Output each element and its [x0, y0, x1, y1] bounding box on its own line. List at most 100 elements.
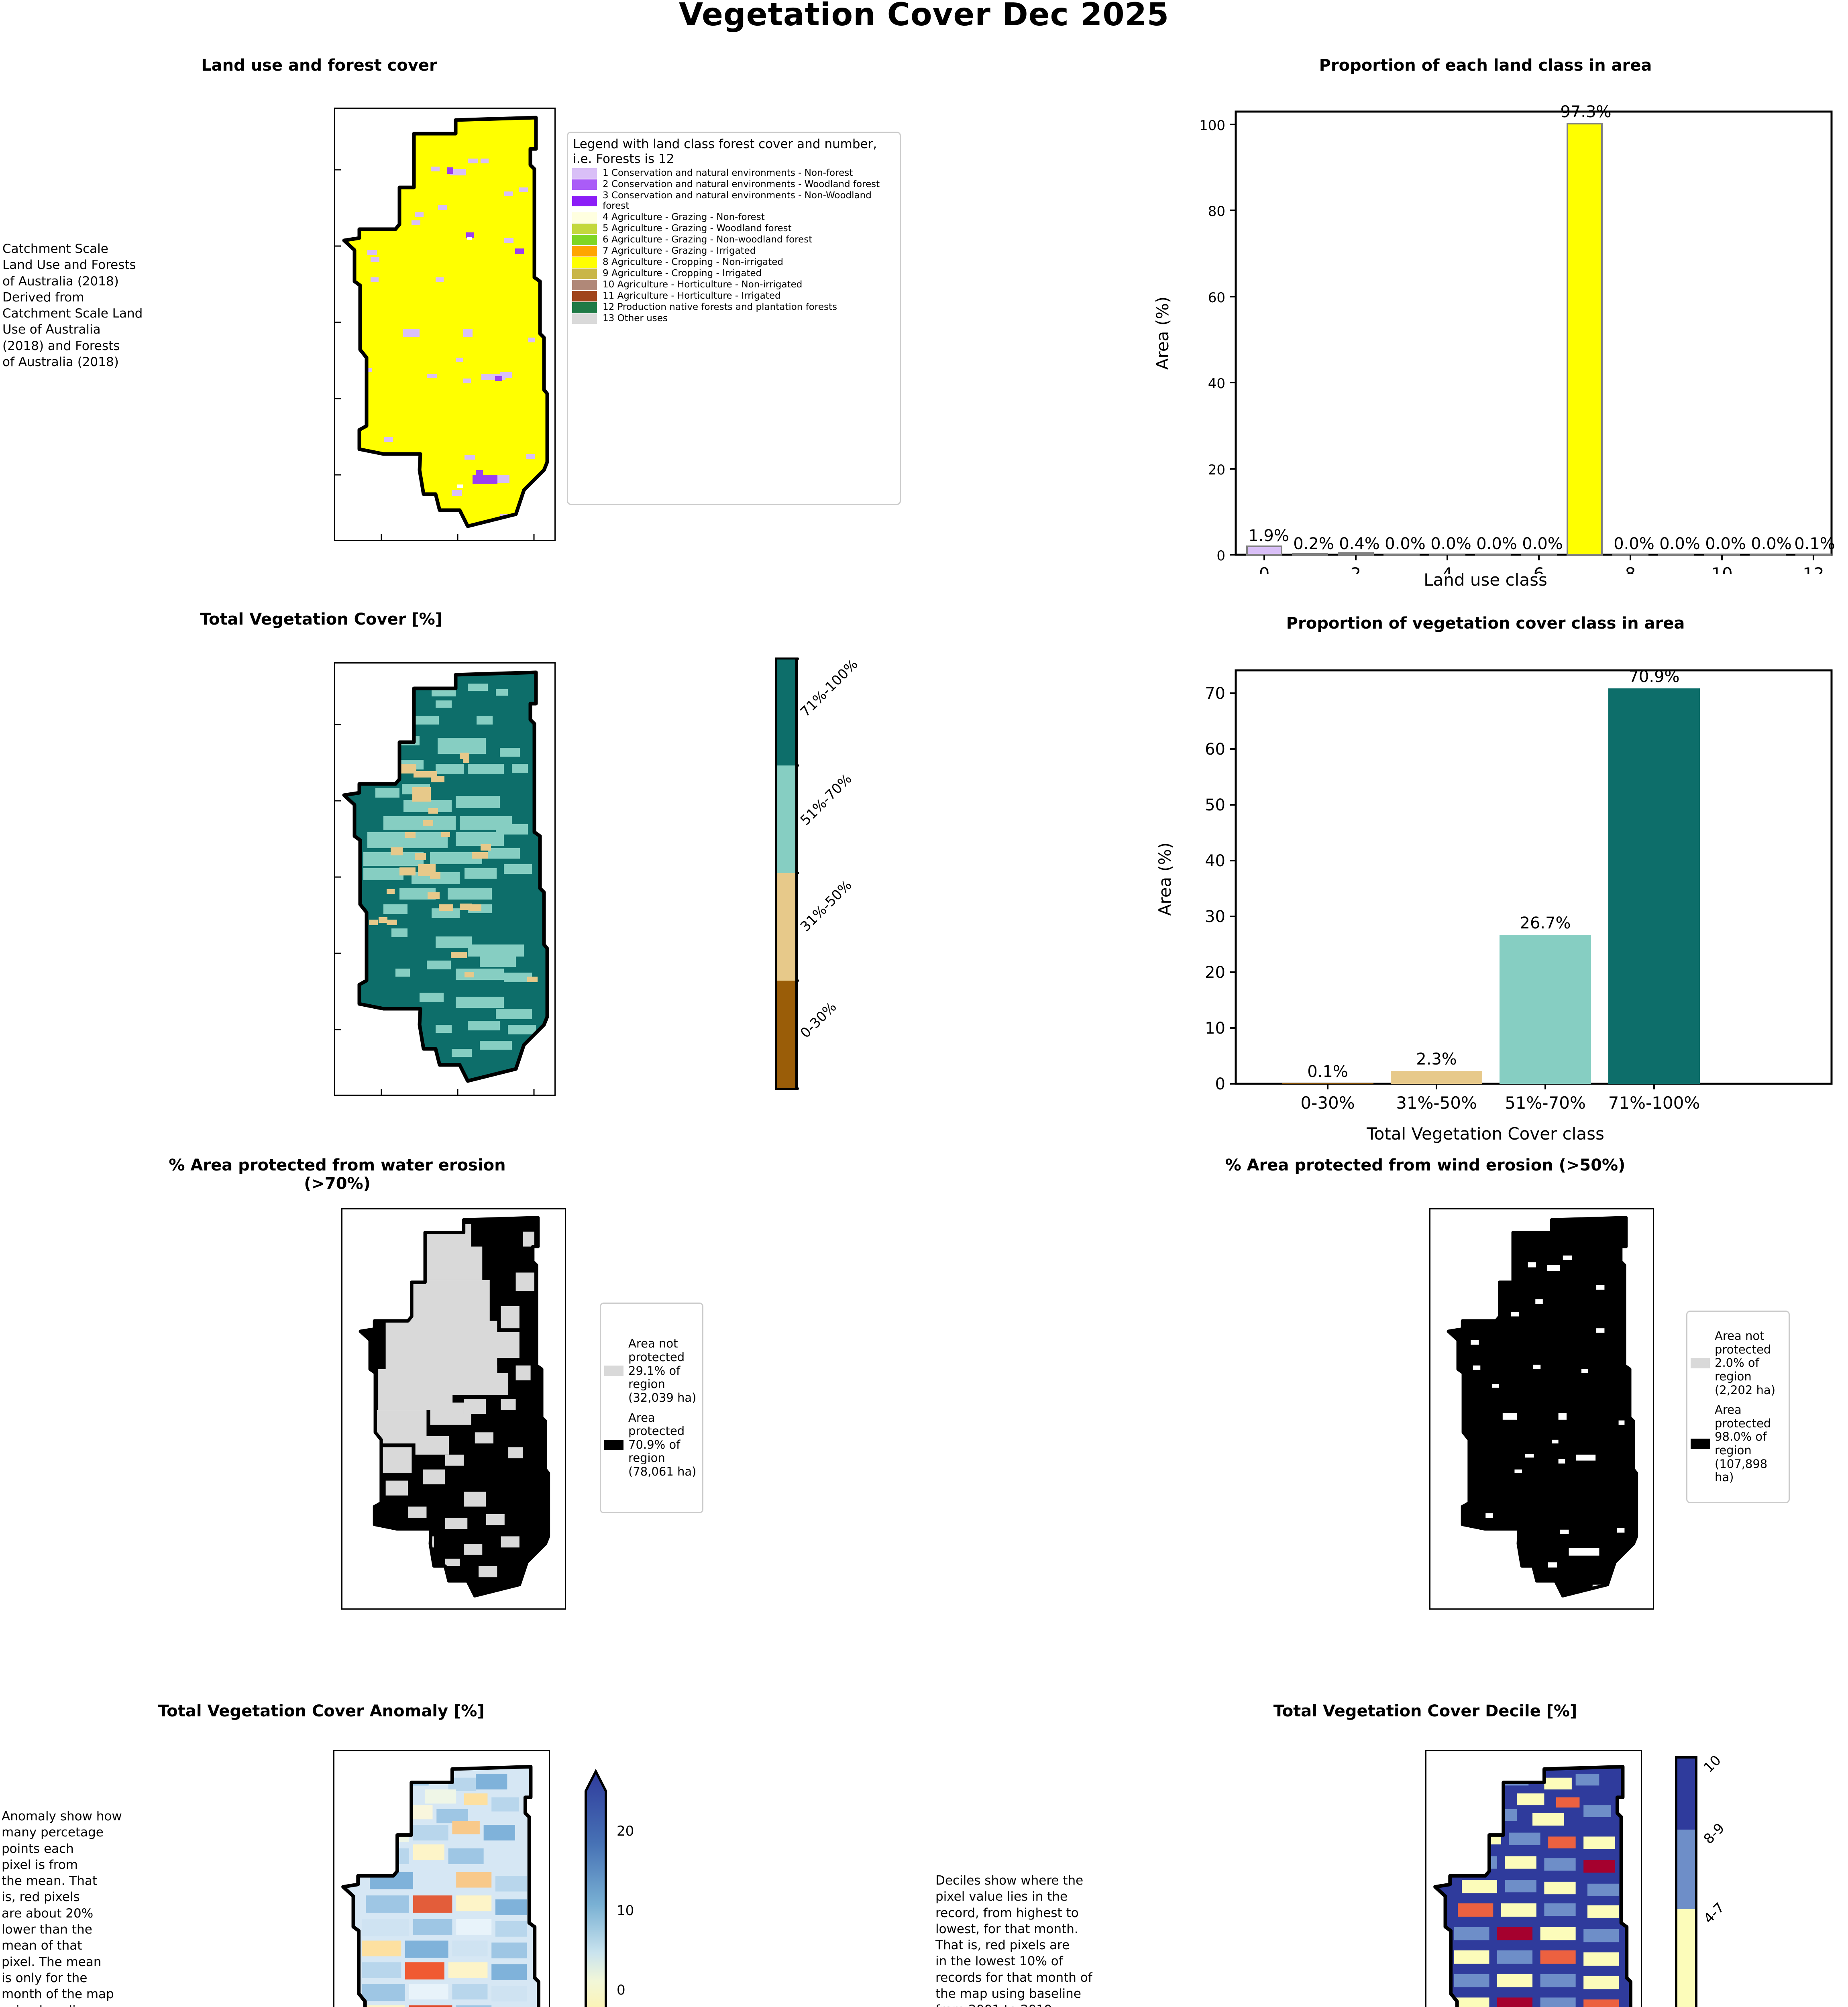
wind-erosion-legend: Area not protected 2.0% of region (2,202…	[1686, 1311, 1790, 1503]
water-erosion-legend: Area not protected 29.1% of region (32,0…	[600, 1303, 703, 1513]
legend-swatch-6	[572, 234, 597, 245]
y-tick-label: 60	[1205, 740, 1225, 759]
legend-item-label: 1 Conservation and natural environments …	[603, 168, 853, 179]
x-tick-label: 4	[1442, 564, 1453, 574]
x-tick-label: 8	[1625, 564, 1636, 574]
legend-item-label: Area protected 70.9% of region (78,061 h…	[628, 1411, 697, 1478]
legend-swatch-4	[572, 212, 597, 223]
land-use-sidenote: Catchment Scale Land Use and Forests of …	[2, 242, 143, 370]
y-tick-label: 20	[1205, 963, 1225, 982]
page-title: Vegetation Cover Dec 2025	[678, 0, 1170, 33]
land-use-panel-title: Land use and forest cover	[201, 56, 437, 75]
legend-item: 11 Agriculture - Horticulture - Irrigate…	[568, 291, 900, 302]
legend-item-label: 4 Agriculture - Grazing - Non-forest	[603, 212, 765, 222]
veg-cover-map	[334, 662, 556, 1096]
veg-cover-colorbar-label-31-50: 31%-50%	[797, 877, 855, 935]
legend-item-label: 9 Agriculture - Cropping - Irrigated	[603, 268, 762, 279]
legend-item: 1 Conservation and natural environments …	[568, 168, 900, 179]
legend-swatch-10	[572, 279, 597, 290]
bar-value-label: 0.0%	[1659, 535, 1700, 553]
wind-erosion-map	[1429, 1208, 1654, 1610]
land-class-bar-chart: 0 20 40 60 80 100 Area (%) 1.9% 0.2%	[1132, 92, 1839, 574]
y-tick-label: 20	[1208, 462, 1225, 478]
legend-item: 12 Production native forests and plantat…	[568, 302, 900, 313]
anomaly-sidenote: Anomaly show how many percetage points e…	[2, 1809, 122, 2007]
x-tick-label: 31%-50%	[1396, 1093, 1477, 1112]
water-erosion-map	[341, 1208, 566, 1610]
legend-item: 13 Other uses	[568, 313, 900, 324]
bar-value-label: 0.0%	[1614, 535, 1654, 553]
legend-swatch-7	[572, 246, 597, 256]
anomaly-colorbar	[585, 1768, 607, 2007]
legend-item-label: 12 Production native forests and plantat…	[603, 301, 837, 312]
x-tick-label: 0-30%	[1300, 1093, 1355, 1112]
decile-sidenote: Deciles show where the pixel value lies …	[935, 1873, 1092, 2007]
veg-cover-colorbar-label-51-70: 51%-70%	[797, 771, 855, 829]
y-tick-label: 30	[1205, 908, 1225, 926]
legend-item: 6 Agriculture - Grazing - Non-woodland f…	[568, 234, 900, 246]
decile-colorbar	[1675, 1756, 1697, 2007]
bar-value-label: 0.1%	[1794, 535, 1835, 553]
y-tick-label: 80	[1208, 204, 1225, 220]
legend-item: 10 Agriculture - Horticulture - Non-irri…	[568, 279, 900, 291]
legend-item-not-protected: Area not protected 2.0% of region (2,202…	[1687, 1326, 1789, 1400]
veg-cover-colorbar-label-0-30: 0-30%	[797, 999, 840, 1042]
legend-item-label: 2 Conservation and natural environments …	[603, 179, 880, 190]
bar-value-label: 0.0%	[1476, 535, 1517, 553]
legend-item: 4 Agriculture - Grazing - Non-forest	[568, 212, 900, 223]
legend-item-not-protected: Area not protected 29.1% of region (32,0…	[601, 1334, 702, 1408]
legend-item-label: 3 Conservation and natural environments …	[603, 190, 872, 211]
anomaly-panel-title: Total Vegetation Cover Anomaly [%]	[158, 1702, 485, 1720]
decile-panel-title: Total Vegetation Cover Decile [%]	[1273, 1702, 1577, 1720]
legend-item-label: 7 Agriculture - Grazing - Irrigated	[603, 245, 756, 256]
legend-swatch-not-protected	[604, 1366, 623, 1376]
legend-item-label: 5 Agriculture - Grazing - Woodland fores…	[603, 223, 792, 234]
bar-value-label: 0.0%	[1385, 535, 1426, 553]
legend-swatch-9	[572, 268, 597, 279]
legend-item-label: Area not protected 2.0% of region (2,202…	[1715, 1329, 1776, 1397]
legend-swatch-11	[572, 291, 597, 301]
land-class-chart-title: Proportion of each land class in area	[1319, 56, 1652, 75]
land-class-x-axis-label: Land use class	[1424, 570, 1547, 590]
legend-item: 3 Conservation and natural environments …	[568, 190, 900, 212]
legend-swatch-3	[572, 195, 597, 206]
bar-value-label: 0.4%	[1339, 535, 1380, 553]
x-tick-label: 0	[1259, 564, 1270, 574]
legend-swatch-13	[572, 313, 597, 324]
water-erosion-panel-title: % Area protected from water erosion (>70…	[169, 1156, 506, 1193]
bar-value-label: 26.7%	[1520, 914, 1571, 932]
bar-value-label: 0.0%	[1705, 535, 1746, 553]
land-use-legend-items: 1 Conservation and natural environments …	[568, 168, 900, 324]
y-tick-label: 0	[1215, 1075, 1225, 1093]
bar-value-label: 0.1%	[1307, 1063, 1348, 1081]
legend-item-label: 8 Agriculture - Cropping - Non-irrigated	[603, 256, 784, 267]
legend-item-label: Area not protected 29.1% of region (32,0…	[628, 1337, 697, 1404]
anomaly-map	[333, 1750, 550, 2007]
bar-value-label: 97.3%	[1560, 103, 1611, 121]
y-tick-label: 40	[1208, 376, 1225, 392]
decile-colorbar-label-4-7: 4-7	[1700, 1899, 1728, 1927]
legend-item-protected: Area protected 70.9% of region (78,061 h…	[601, 1408, 702, 1482]
legend-item-label: 6 Agriculture - Grazing - Non-woodland f…	[603, 234, 813, 245]
bar-value-label: 70.9%	[1628, 668, 1679, 686]
veg-cover-colorbar	[775, 657, 799, 1090]
land-use-legend-title: Legend with land class forest cover and …	[573, 137, 877, 166]
anomaly-colorbar-tick-20: 20	[617, 1823, 634, 1839]
decile-map	[1425, 1750, 1642, 2007]
decile-colorbar-label-10: 10	[1700, 1752, 1724, 1776]
x-tick-label: 10	[1711, 564, 1732, 574]
y-axis-label: Area (%)	[1155, 843, 1175, 916]
bar-value-label: 0.0%	[1522, 535, 1563, 553]
legend-swatch-not-protected	[1691, 1358, 1710, 1369]
y-axis-label: Area (%)	[1153, 297, 1172, 370]
legend-item-label: 11 Agriculture - Horticulture - Irrigate…	[603, 290, 781, 301]
bar-value-label: 2.3%	[1416, 1050, 1457, 1069]
legend-item: 5 Agriculture - Grazing - Woodland fores…	[568, 223, 900, 234]
x-tick-label: 51%-70%	[1505, 1093, 1586, 1112]
decile-colorbar-label-8-9: 8-9	[1700, 1820, 1728, 1848]
legend-item: 9 Agriculture - Cropping - Irrigated	[568, 268, 900, 279]
x-tick-label: 71%-100%	[1608, 1093, 1700, 1112]
legend-item-label: 13 Other uses	[603, 313, 668, 324]
x-tick-label: 6	[1534, 564, 1544, 574]
y-tick-label: 60	[1208, 290, 1225, 306]
